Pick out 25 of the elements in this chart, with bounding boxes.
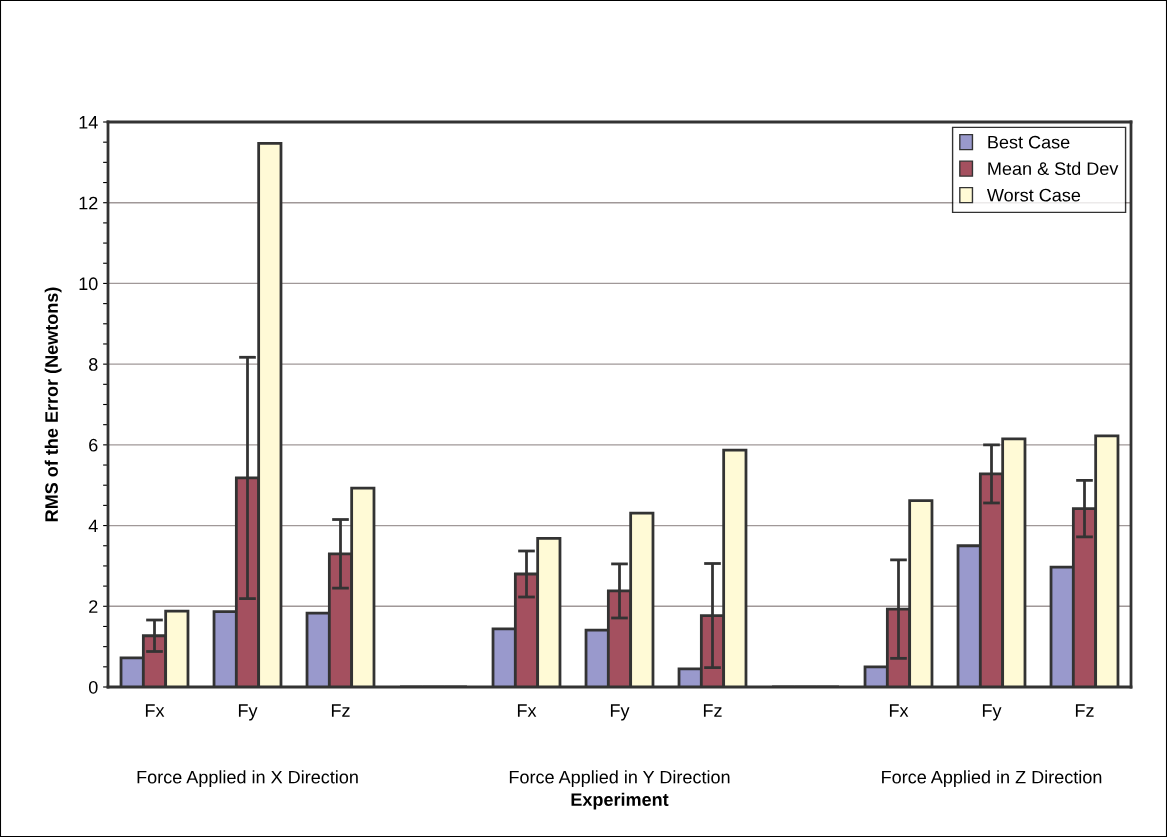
text: Force Applied in X Direction xyxy=(137,770,358,788)
x-tick-label: Fz xyxy=(703,704,722,717)
x-tick-label: Fx xyxy=(517,704,537,717)
x-tick-label: Fy xyxy=(238,704,258,721)
x-axis-title: Experiment xyxy=(571,792,669,810)
x-tick-label: Fy xyxy=(982,704,1002,721)
y-tick-label: 6 xyxy=(89,438,98,452)
text: Force Applied in Z Direction xyxy=(882,770,1102,788)
y-axis-title: RMS of the Error (Newtons) xyxy=(44,287,62,522)
y-tick-label: 4 xyxy=(88,519,98,533)
x-tick-label: Fx xyxy=(145,704,165,717)
text: Force Applied in Y Direction xyxy=(509,770,730,788)
y-tick-label: 2 xyxy=(89,600,98,613)
x-tick-label: Fz xyxy=(1075,704,1094,717)
x-tick-label: Fx xyxy=(889,704,909,717)
legend-label: Mean & Std Dev xyxy=(988,161,1119,176)
legend-label: Best Case xyxy=(988,135,1070,149)
y-tick-label: 8 xyxy=(89,358,98,371)
legend-label: Worst Case xyxy=(986,188,1081,202)
y-tick-label: 10 xyxy=(79,277,98,291)
y-tick-label: 0 xyxy=(88,680,98,694)
x-tick-label: Fz xyxy=(331,704,350,717)
y-tick-label: 14 xyxy=(79,116,98,129)
y-tick-label: 12 xyxy=(79,196,98,210)
x-tick-label: Fy xyxy=(610,704,630,721)
